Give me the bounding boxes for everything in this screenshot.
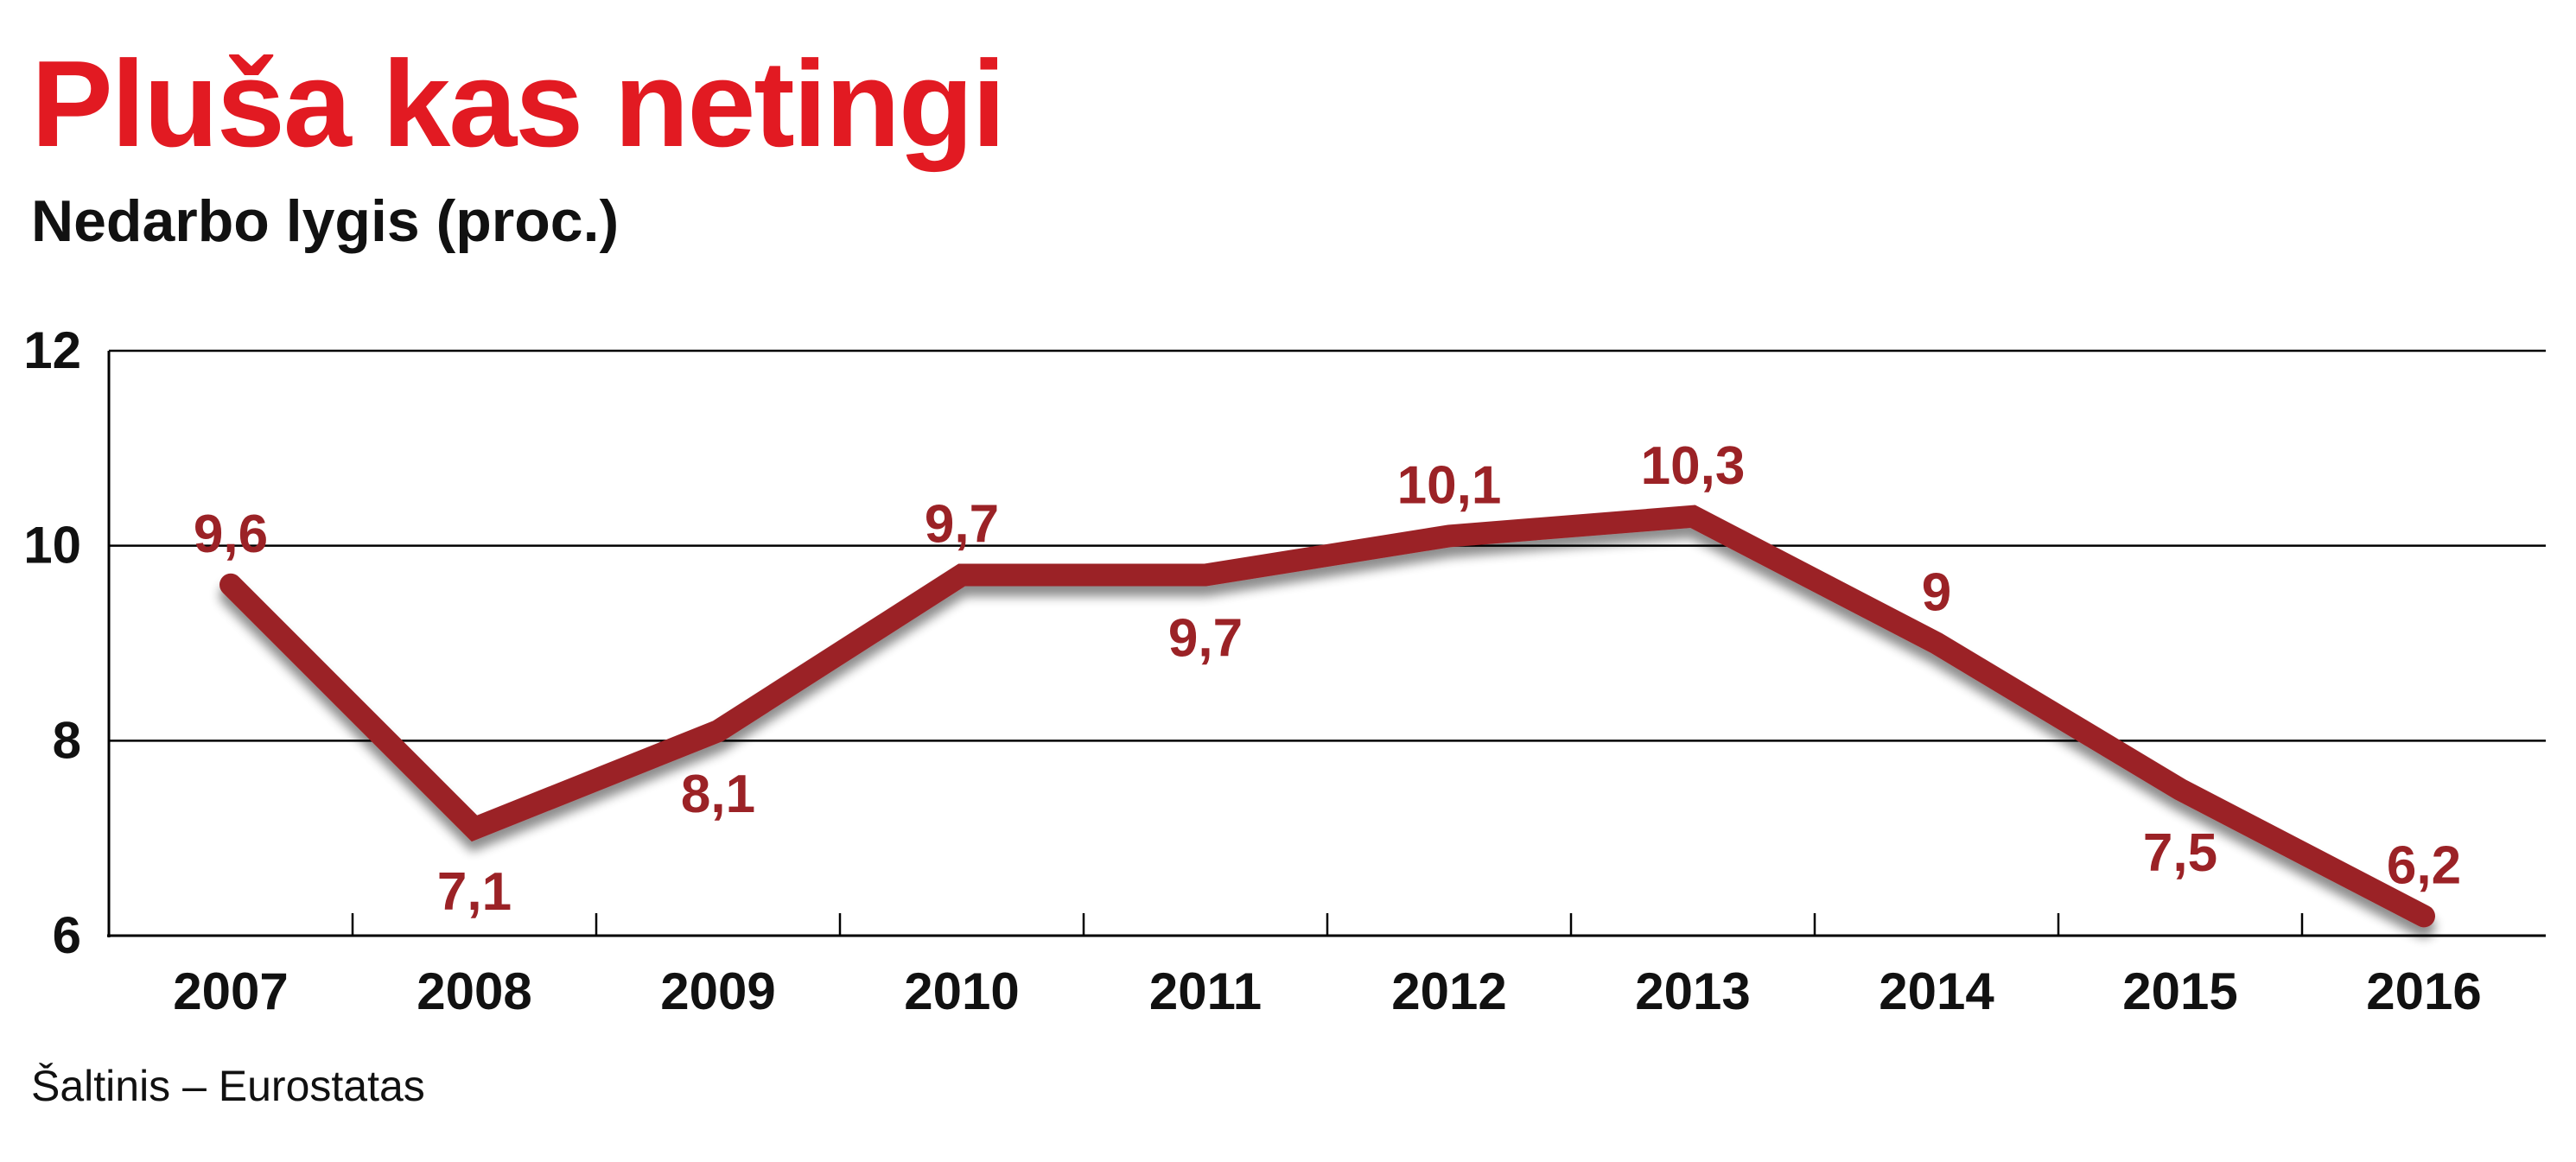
data-point-2008 — [474, 828, 475, 829]
data-label-2008: 7,1 — [437, 862, 512, 922]
data-point-2013 — [1692, 516, 1694, 518]
data-label-2013: 10,3 — [1641, 436, 1746, 496]
data-label-2007: 9,6 — [194, 505, 268, 564]
data-point-2015 — [2179, 789, 2181, 791]
chart-title: Pluša kas netingi — [31, 35, 1006, 173]
data-point-2012 — [1448, 535, 1450, 537]
data-point-2007 — [230, 584, 232, 586]
y-axis-ticks: 6 8 10 12 — [23, 321, 81, 964]
data-label-2011: 9,7 — [1168, 609, 1243, 669]
data-point-2009 — [717, 730, 719, 732]
data-series — [219, 505, 2435, 928]
y-tick-label-12: 12 — [23, 321, 81, 379]
source-note: Šaltinis – Eurostatas — [31, 1062, 425, 1110]
data-label-2010: 9,7 — [925, 495, 999, 555]
data-label-2012: 10,1 — [1397, 455, 1502, 515]
x-tick-label-2011: 2011 — [1149, 962, 1262, 1020]
y-tick-label-8: 8 — [53, 711, 81, 769]
x-axis-ticks: 2007 2008 2009 2010 2011 2012 2013 2014 2015 2016 — [173, 913, 2482, 1020]
data-point-2010 — [961, 575, 963, 576]
data-label-2014: 9 — [1922, 563, 1951, 623]
chart-subtitle: Nedarbo lygis (proc.) — [31, 188, 620, 254]
data-label-2016: 6,2 — [2387, 835, 2461, 895]
data-point-2011 — [1205, 575, 1206, 576]
x-tick-label-2007: 2007 — [173, 962, 288, 1020]
data-label-2009: 8,1 — [681, 765, 755, 824]
y-tick-label-10: 10 — [23, 517, 81, 575]
data-labels: 9,6 7,1 8,1 9,7 9,7 10,1 10,3 9 7,5 6,2 — [194, 436, 2461, 922]
data-point-2016 — [2423, 915, 2425, 917]
x-tick-label-2016: 2016 — [2366, 962, 2481, 1020]
x-tick-label-2013: 2013 — [1635, 962, 1750, 1020]
data-label-2015: 7,5 — [2143, 823, 2217, 883]
x-tick-label-2012: 2012 — [1391, 962, 1506, 1020]
x-tick-label-2010: 2010 — [904, 962, 1019, 1020]
data-point-2014 — [1936, 643, 1937, 644]
y-tick-label-6: 6 — [53, 906, 81, 964]
x-tick-label-2008: 2008 — [417, 962, 531, 1020]
x-tick-label-2014: 2014 — [1879, 962, 1994, 1020]
series-line — [219, 505, 2435, 928]
x-tick-label-2015: 2015 — [2122, 962, 2237, 1020]
x-tick-label-2009: 2009 — [660, 962, 775, 1020]
